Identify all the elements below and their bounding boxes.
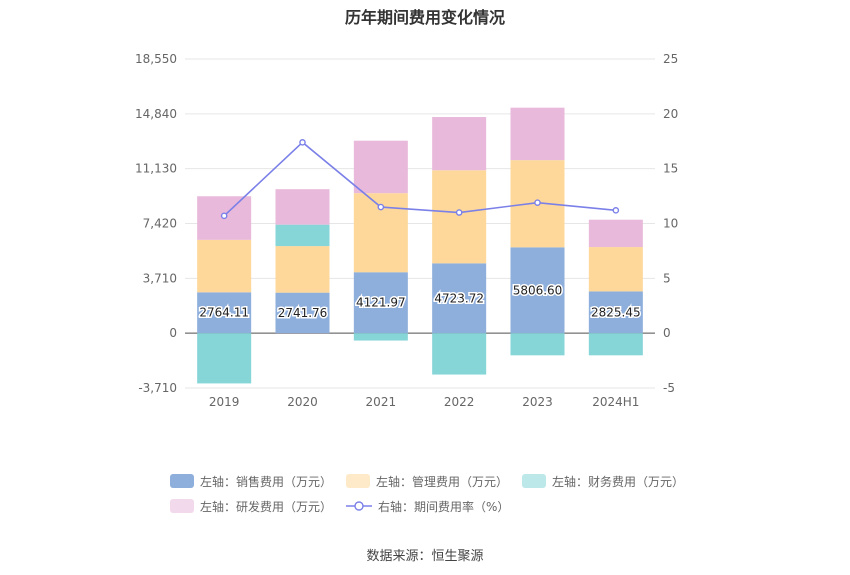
expense-ratio-point [377,203,385,211]
bar-segment [275,246,330,293]
right-axis-tick-label: -5 [663,381,675,395]
bar-segment [510,247,565,334]
bar-segment [353,272,408,334]
x-axis-tick-label: 2024H1 [592,395,639,409]
left-axis-tick-label: 0 [169,326,177,340]
left-axis-tick-label: 7,420 [143,217,177,231]
legend-swatch [346,499,373,513]
expense-ratio-point [534,199,541,206]
legend-item[interactable]: 右轴：期间费用率（%） [346,498,509,515]
bar-segment [432,263,487,334]
bar-segment [275,292,330,334]
bar-data-label: 4723.72 [434,291,484,305]
bar-segment [275,224,330,247]
bar-data-label: 2764.11 [199,306,249,320]
x-axis-tick-label: 2020 [287,395,318,409]
left-axis-tick-label: -3,710 [138,381,177,395]
expense-ratio-point [455,209,463,216]
bar-segment [432,117,487,171]
left-axis-tick-label: 18,550 [135,52,177,66]
legend-swatch [170,499,194,513]
legend-label: 左轴：财务费用（万元） [552,474,685,489]
bar-segment [432,333,487,375]
legend-swatch [522,474,547,488]
legend-label: 左轴：研发费用（万元） [200,499,333,514]
bar-segment [588,333,643,356]
bar-segment [197,239,252,293]
right-axis-tick-label: 20 [663,107,678,121]
legend-item[interactable]: 左轴：财务费用（万元） [522,473,684,490]
bar-data-label: 2741.76 [278,306,328,320]
legend-swatch [346,474,371,488]
bar-data-label: 2825.45 [591,305,641,319]
bar-segment [353,333,408,341]
legend-item[interactable]: 左轴：研发费用（万元） [170,498,332,515]
x-axis-tick-label: 2022 [444,395,475,409]
right-axis-tick-label: 10 [663,217,678,231]
legend-label: 右轴：期间费用率（%） [378,499,510,514]
bar-segment [588,247,643,292]
chart-plot: 18,55014,84011,1307,4203,7100-3,71025201… [135,52,678,409]
bar-segment [197,292,252,334]
bar-segment [510,107,565,161]
bar-data-label: 4121.97 [356,296,406,310]
right-axis-tick-label: 0 [663,326,671,340]
chart-legend: 左轴：销售费用（万元） 左轴：管理费用（万元） 左轴：财务费用（万元） 左轴：研发费用… [170,470,690,520]
bar-segment [353,140,408,194]
legend-label: 左轴：管理费用（万元） [376,474,509,489]
bar-segment [197,333,252,384]
expense-ratio-point [299,139,306,146]
legend-row: 左轴：销售费用（万元） 左轴：管理费用（万元） 左轴：财务费用（万元） [170,470,690,492]
x-axis-tick-label: 2019 [209,395,240,409]
bar-segment [510,333,565,356]
expense-ratio-point [612,207,620,214]
bar-segment [588,291,643,334]
bar-segment [588,219,643,248]
left-axis-tick-label: 11,130 [135,162,177,176]
chart-title: 历年期间费用变化情况 [344,8,505,27]
bar-data-label: 5806.60 [513,283,563,297]
legend-swatch [170,474,194,488]
x-axis-tick-label: 2021 [366,395,397,409]
legend-label: 左轴：销售费用（万元） [200,474,333,489]
expense-ratio-point [220,212,228,220]
legend-row: 左轴：研发费用（万元） 右轴：期间费用率（%） [170,495,690,517]
legend-item[interactable]: 左轴：销售费用（万元） [170,473,332,490]
bar-segment [275,189,330,225]
left-axis-tick-label: 3,710 [143,271,177,285]
legend-item[interactable]: 左轴：管理费用（万元） [346,473,508,490]
x-axis-tick-label: 2023 [522,395,553,409]
left-axis-tick-label: 14,840 [135,107,177,121]
data-source: 数据来源：恒生聚源 [366,549,484,564]
right-axis-tick-label: 15 [663,162,678,176]
bar-segment [432,170,487,264]
right-axis-tick-label: 5 [663,271,671,285]
expense-ratio-line [223,141,616,217]
right-axis-tick-label: 25 [663,52,678,66]
